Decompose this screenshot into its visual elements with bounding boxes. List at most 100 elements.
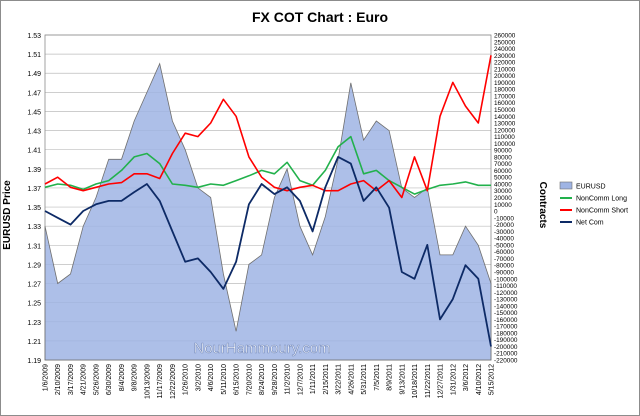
x-tick-label: 4/26/2011 [348, 364, 355, 395]
left-tick-label: 1.31 [27, 243, 41, 250]
legend-label: NonComm Short [576, 208, 628, 215]
eurusd-area-series [44, 62, 492, 361]
left-tick-label: 1.21 [27, 339, 41, 346]
left-tick-label: 1.47 [27, 90, 41, 97]
right-tick-label: 110000 [494, 134, 515, 141]
right-tick-label: 60000 [494, 168, 512, 175]
left-axis-ticks: 1.19 1.21 1.23 1.25 1.27 1.29 1.31 1.33 1.35 1.37… [27, 33, 41, 365]
right-tick-label: -170000 [494, 324, 518, 331]
x-tick-label: 5/15/2012 [489, 364, 496, 395]
right-tick-label: 230000 [494, 53, 516, 60]
legend-label: NonComm Long [576, 196, 627, 203]
right-tick-label: -150000 [494, 310, 518, 317]
line-series-group [44, 55, 492, 347]
right-tick-label: -60000 [494, 249, 514, 256]
right-tick-label: -40000 [494, 236, 514, 243]
x-tick-label: 8/9/2011 [387, 364, 394, 391]
x-tick-label: 5/11/2010 [221, 364, 228, 395]
legend-swatch-eurusd [559, 181, 573, 190]
x-tick-label: 10/18/2011 [412, 364, 419, 399]
right-tick-label: -30000 [494, 229, 514, 236]
y-axis-label: EURUSD Price [2, 180, 13, 250]
right-tick-label: 80000 [494, 154, 512, 161]
right-tick-label: 260000 [494, 33, 516, 40]
x-tick-label: 3/17/2009 [68, 364, 75, 395]
left-tick-label: 1.43 [27, 129, 41, 136]
legend-label: EURUSD [576, 184, 606, 191]
right-tick-label: 10000 [494, 202, 512, 209]
right-tick-label: 20000 [494, 195, 512, 202]
x-tick-label: 7/20/2010 [246, 364, 253, 395]
left-tick-label: 1.19 [27, 358, 41, 365]
right-tick-label: 150000 [494, 107, 516, 114]
right-tick-label: -180000 [494, 330, 518, 337]
right-axis-ticks: -220000-210000-200000-190000-180000-1700… [494, 33, 518, 365]
x-tick-label: 9/28/2010 [272, 364, 279, 395]
x-tick-label: 3/22/2011 [336, 364, 343, 395]
x-tick-label: 11/17/2009 [157, 364, 164, 399]
x-tick-label: 2/15/2011 [323, 364, 330, 395]
right-tick-label: -110000 [494, 283, 517, 290]
chart-title: FX COT Chart : Euro [252, 9, 388, 25]
x-tick-label: 8/4/2009 [119, 364, 126, 391]
right-tick-label: 160000 [494, 100, 516, 107]
x-axis-ticks: 1/6/2009 2/10/2009 3/17/2009 4/21/2009 5/26/… [43, 364, 496, 399]
left-tick-label: 1.53 [27, 33, 41, 40]
series-net-com-line [44, 156, 492, 347]
x-tick-label: 11/2/2010 [285, 364, 292, 395]
legend: EURUSD NonComm Long NonComm Short Net Com [559, 181, 628, 227]
right-tick-label: -70000 [494, 256, 514, 263]
x-tick-label: 1/11/2011 [310, 364, 317, 394]
right-tick-label: -220000 [494, 358, 518, 365]
right-tick-label: 140000 [494, 114, 516, 121]
x-tick-label: 9/13/2011 [399, 364, 406, 395]
x-tick-label: 1/31/2012 [450, 364, 457, 395]
right-tick-label: 200000 [494, 73, 516, 80]
x-tick-label: 4/6/2010 [208, 364, 215, 391]
right-tick-label: -130000 [494, 297, 518, 304]
x-tick-label: 1/26/2010 [183, 364, 190, 395]
x-tick-label: 3/2/2010 [195, 364, 202, 391]
right-tick-label: -10000 [494, 215, 514, 222]
left-tick-label: 1.33 [27, 224, 41, 231]
x-tick-label: 8/24/2010 [259, 364, 266, 395]
x-tick-label: 1/6/2009 [43, 364, 50, 391]
x-tick-label: 7/5/2011 [374, 364, 381, 391]
watermark: NourHammoury.com [193, 340, 330, 357]
right-tick-label: -100000 [494, 276, 518, 283]
right-tick-label: -190000 [494, 337, 518, 344]
right-tick-label: -50000 [494, 242, 514, 249]
left-tick-label: 1.23 [27, 320, 41, 327]
x-tick-label: 12/27/2011 [438, 364, 445, 399]
left-tick-label: 1.27 [27, 282, 41, 289]
left-tick-label: 1.37 [27, 186, 41, 193]
right-tick-label: 70000 [494, 161, 512, 168]
legend-label: Net Com [576, 220, 604, 227]
right-tick-label: 240000 [494, 46, 516, 53]
series-eurusd-area [44, 62, 492, 361]
right-tick-label: -210000 [494, 351, 518, 358]
x-tick-label: 11/22/2011 [425, 364, 432, 398]
x-tick-label: 6/30/2009 [106, 364, 113, 395]
right-tick-label: 190000 [494, 80, 516, 87]
left-tick-label: 1.39 [27, 167, 41, 174]
right-tick-label: -90000 [494, 269, 514, 276]
x-tick-label: 9/8/2009 [132, 364, 139, 391]
left-tick-label: 1.29 [27, 262, 41, 269]
right-tick-label: 0 [494, 209, 498, 216]
left-tick-label: 1.51 [27, 52, 41, 59]
right-tick-label: 100000 [494, 141, 516, 148]
left-tick-label: 1.41 [27, 148, 41, 155]
x-tick-label: 3/6/2012 [463, 364, 470, 391]
x-tick-label: 12/7/2010 [297, 364, 304, 395]
right-tick-label: 30000 [494, 188, 512, 195]
x-tick-label: 2/10/2009 [55, 364, 62, 395]
x-tick-label: 6/15/2010 [234, 364, 241, 395]
right-tick-label: 40000 [494, 181, 512, 188]
right-tick-label: -140000 [494, 303, 518, 310]
x-tick-label: 4/21/2009 [81, 364, 88, 395]
y2-axis-label: Contracts [537, 182, 548, 229]
right-tick-label: 130000 [494, 121, 516, 128]
left-tick-label: 1.49 [27, 71, 41, 78]
